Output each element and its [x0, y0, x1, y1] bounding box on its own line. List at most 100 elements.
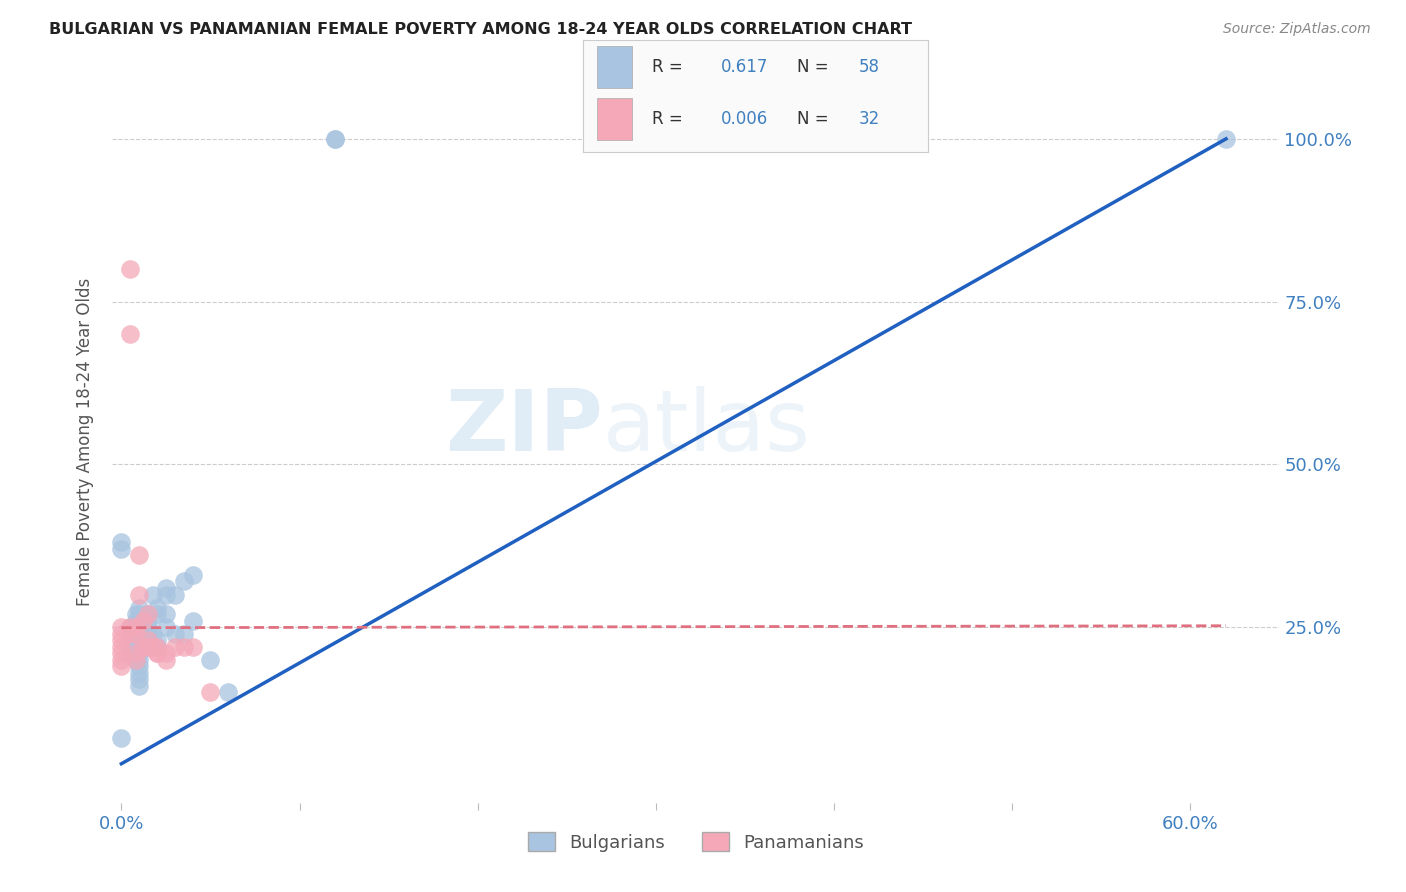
Point [128, 600, 150, 615]
Point [124, 614, 146, 628]
Point [323, 132, 346, 146]
FancyBboxPatch shape [598, 45, 631, 88]
Point [124, 620, 146, 634]
Point [146, 607, 169, 621]
Text: Source: ZipAtlas.com: Source: ZipAtlas.com [1223, 22, 1371, 37]
Point [146, 633, 169, 648]
Point [142, 640, 165, 654]
Point [146, 646, 169, 660]
Point [132, 614, 155, 628]
Y-axis label: Female Poverty Among 18-24 Year Olds: Female Poverty Among 18-24 Year Olds [76, 277, 94, 606]
Point [132, 640, 155, 654]
Point [155, 587, 177, 601]
Point [136, 607, 159, 621]
Point [124, 626, 146, 640]
Point [128, 652, 150, 666]
Point [120, 626, 142, 640]
Text: BULGARIAN VS PANAMANIAN FEMALE POVERTY AMONG 18-24 YEAR OLDS CORRELATION CHART: BULGARIAN VS PANAMANIAN FEMALE POVERTY A… [49, 22, 912, 37]
Point [136, 633, 159, 648]
Point [120, 626, 142, 640]
Point [132, 626, 155, 640]
Point [142, 626, 165, 640]
Point [124, 646, 146, 660]
Text: N =: N = [797, 111, 834, 128]
Point [128, 626, 150, 640]
Point [155, 581, 177, 595]
Point [136, 626, 159, 640]
Point [146, 600, 169, 615]
Point [173, 574, 195, 589]
Point [120, 327, 142, 342]
Point [128, 614, 150, 628]
Text: 0.006: 0.006 [721, 111, 769, 128]
Point [200, 685, 222, 699]
Point [124, 652, 146, 666]
Point [128, 633, 150, 648]
Text: N =: N = [797, 58, 834, 76]
Point [323, 132, 346, 146]
Point [146, 646, 169, 660]
Point [120, 262, 142, 277]
Point [128, 672, 150, 686]
Point [136, 614, 159, 628]
Point [124, 620, 146, 634]
Point [173, 640, 195, 654]
Point [1215, 132, 1237, 146]
Point [181, 640, 204, 654]
Point [124, 646, 146, 660]
Legend: Bulgarians, Panamanians: Bulgarians, Panamanians [520, 825, 872, 859]
Point [128, 640, 150, 654]
Point [110, 652, 132, 666]
Point [163, 587, 186, 601]
Point [136, 640, 159, 654]
Point [155, 607, 177, 621]
Point [128, 646, 150, 660]
Point [155, 646, 177, 660]
Point [181, 568, 204, 582]
Point [124, 652, 146, 666]
Point [110, 633, 132, 648]
Point [163, 640, 186, 654]
Point [155, 620, 177, 634]
Point [128, 679, 150, 693]
Point [110, 535, 132, 549]
Point [200, 652, 222, 666]
Point [124, 626, 146, 640]
Point [120, 640, 142, 654]
Point [110, 731, 132, 745]
Point [120, 646, 142, 660]
Point [120, 620, 142, 634]
Point [110, 541, 132, 556]
Point [142, 587, 165, 601]
Point [120, 633, 142, 648]
Point [124, 607, 146, 621]
Point [128, 620, 150, 634]
Point [136, 607, 159, 621]
Text: R =: R = [652, 58, 689, 76]
Point [110, 659, 132, 673]
Text: atlas: atlas [603, 385, 811, 468]
Point [110, 646, 132, 660]
Point [173, 626, 195, 640]
FancyBboxPatch shape [598, 98, 631, 140]
Text: R =: R = [652, 111, 689, 128]
Point [120, 620, 142, 634]
Point [136, 633, 159, 648]
Point [128, 607, 150, 621]
Point [124, 640, 146, 654]
Point [163, 626, 186, 640]
Text: 32: 32 [859, 111, 880, 128]
Point [128, 549, 150, 563]
Point [146, 640, 169, 654]
Point [136, 640, 159, 654]
Point [110, 640, 132, 654]
Point [146, 640, 169, 654]
Point [128, 659, 150, 673]
Point [136, 620, 159, 634]
Text: 0.617: 0.617 [721, 58, 769, 76]
Text: ZIP: ZIP [444, 385, 603, 468]
Point [128, 665, 150, 680]
Point [181, 614, 204, 628]
Point [124, 633, 146, 648]
Text: 58: 58 [859, 58, 880, 76]
